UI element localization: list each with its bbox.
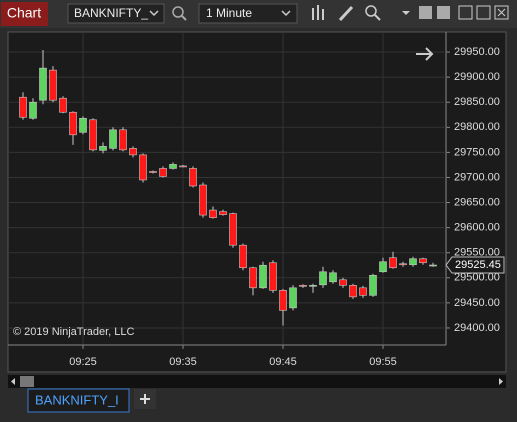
pencil-icon[interactable]: [338, 5, 354, 22]
candle-body: [69, 111, 77, 136]
title-tab[interactable]: [1, 2, 48, 26]
candle-body: [169, 164, 177, 169]
y-tick-label: 29750.00: [454, 146, 500, 158]
bars-icon[interactable]: [312, 5, 324, 20]
candle-body: [379, 261, 387, 273]
candle-body: [409, 258, 417, 266]
candle-body: [429, 264, 437, 267]
candle-body: [49, 69, 57, 101]
candle-body: [39, 67, 47, 101]
candle-body: [299, 285, 307, 287]
instrument-text: BANKNIFTY_: [74, 6, 148, 20]
candle-body: [29, 101, 37, 119]
plus-icon: [140, 394, 150, 404]
last-price-label: 29525.45: [455, 259, 501, 271]
scroll-thumb[interactable]: [20, 376, 34, 387]
y-tick-label: 29550.00: [454, 247, 500, 259]
candle-body: [219, 211, 227, 215]
x-tick-label: 09:45: [269, 356, 297, 368]
candle-body: [109, 129, 117, 149]
candle-body: [19, 96, 27, 118]
last-price-box: [445, 256, 505, 274]
candle-body: [99, 146, 107, 151]
y-tick-label: 29600.00: [454, 222, 500, 234]
candle-body: [319, 271, 327, 286]
y-tick-label: 29700.00: [454, 171, 500, 183]
dropdown-arrow: [149, 10, 159, 17]
scroll-arrow[interactable]: [416, 47, 434, 61]
candle-body: [289, 287, 297, 309]
candle-body: [89, 119, 97, 151]
candle-body: [129, 148, 137, 156]
zoom-handle: [374, 14, 381, 21]
interval-text: 1 Minute: [206, 6, 252, 20]
copyright: © 2019 NinjaTrader, LLC: [13, 326, 134, 338]
candle-body: [369, 274, 377, 296]
menu-arrow[interactable]: [402, 11, 410, 15]
minimize-btn[interactable]: [458, 5, 473, 20]
y-tick-label: 29950.00: [454, 46, 500, 58]
search-icon[interactable]: [172, 6, 184, 18]
candle-body: [419, 258, 427, 264]
candle-body: [249, 267, 257, 289]
candle-body: [199, 184, 207, 216]
candle-body: [259, 264, 267, 289]
chart-panel: [7, 31, 507, 373]
y-tick-label: 29850.00: [454, 96, 500, 108]
maximize-btn[interactable]: [476, 5, 491, 20]
candle-body: [179, 165, 187, 168]
y-tick-label: 29400.00: [454, 322, 500, 334]
candle-body: [139, 154, 147, 181]
zoom-icon[interactable]: [365, 5, 377, 17]
candle-body: [239, 244, 247, 269]
search-handle: [181, 15, 187, 21]
candle-body: [309, 285, 317, 287]
x-tick-label: 09:25: [69, 356, 97, 368]
x-tick-label: 09:55: [369, 356, 397, 368]
tab-label: BANKNIFTY_I: [35, 392, 119, 407]
y-tick-label: 29650.00: [454, 196, 500, 208]
y-tick-label: 29900.00: [454, 71, 500, 83]
candle-body: [389, 257, 397, 269]
y-tick-label: 29450.00: [454, 297, 500, 309]
candle-body: [229, 213, 237, 246]
instrument-tab[interactable]: [27, 388, 130, 413]
candle-body: [79, 117, 87, 133]
title-text: Chart: [7, 5, 41, 21]
scrollbar[interactable]: [8, 375, 506, 388]
candle-body: [359, 287, 367, 296]
y-tick-label: 29800.00: [454, 121, 500, 133]
dropdown-arrow: [281, 10, 291, 17]
candle-body: [209, 209, 217, 218]
y-tick-label: 29500.00: [454, 272, 500, 284]
candle-body: [159, 168, 167, 177]
close-x: [497, 8, 506, 17]
candle-body: [399, 263, 407, 266]
scroll-left[interactable]: [11, 378, 15, 385]
x-tick-label: 09:35: [169, 356, 197, 368]
grid: [9, 33, 450, 349]
candle-body: [189, 168, 197, 187]
window-btn[interactable]: [419, 6, 432, 19]
candle-body: [329, 272, 337, 283]
scroll-right[interactable]: [499, 378, 503, 385]
candle-body: [149, 171, 157, 173]
interval-select[interactable]: [198, 3, 298, 24]
candle-body: [339, 279, 347, 286]
candle-body: [59, 97, 67, 113]
candle-body: [349, 285, 357, 298]
window-btn[interactable]: [437, 6, 450, 19]
close-btn[interactable]: [494, 5, 509, 20]
candle-body: [279, 290, 287, 311]
candle-body: [119, 129, 127, 151]
instrument-select[interactable]: [67, 3, 165, 24]
candles: [19, 50, 437, 326]
candle-body: [269, 262, 277, 291]
